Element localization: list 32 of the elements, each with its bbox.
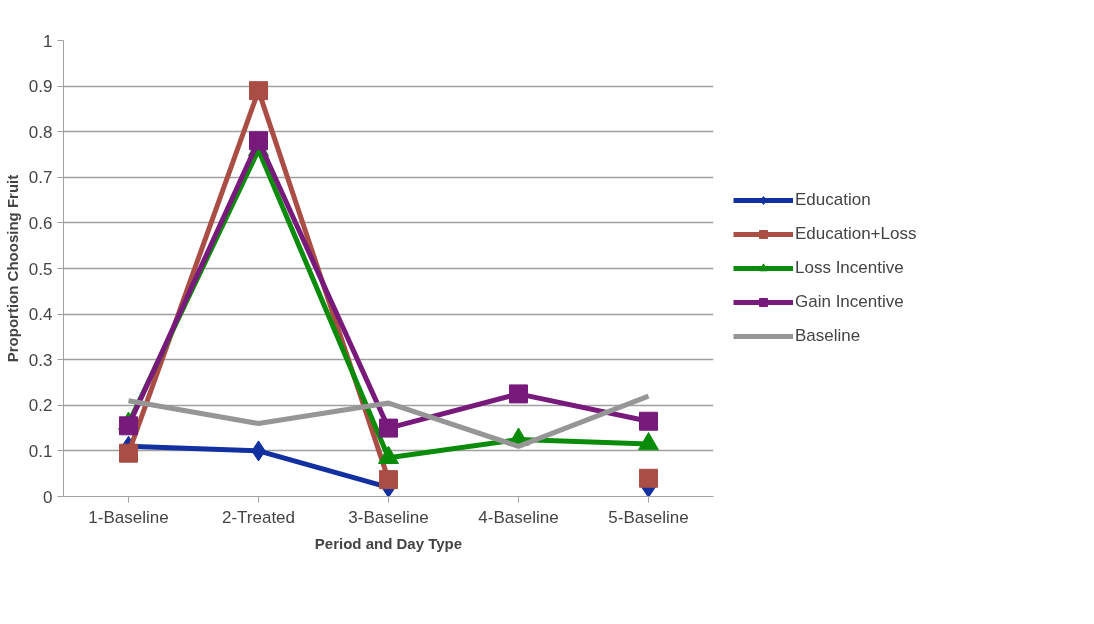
y-tick-label: 0.4 bbox=[28, 305, 53, 325]
point bbox=[249, 81, 268, 101]
x-tick-label: 5-Baseline bbox=[608, 507, 689, 527]
point bbox=[639, 411, 658, 431]
legend-label: Education+Loss bbox=[795, 224, 917, 244]
x-tick-label: 2-Treated bbox=[221, 507, 296, 527]
point bbox=[379, 418, 398, 438]
y-tick-label: 0.7 bbox=[28, 168, 53, 188]
point bbox=[639, 468, 658, 488]
x-tick-label: 4-Baseline bbox=[478, 507, 559, 527]
x-tick-label: 1-Baseline bbox=[88, 507, 169, 527]
point bbox=[379, 470, 398, 490]
legend-label: Loss Incentive bbox=[795, 258, 904, 278]
y-tick-label: 0.9 bbox=[28, 77, 53, 97]
y-tick-label: 0.5 bbox=[28, 259, 53, 279]
legend-label: Gain Incentive bbox=[795, 292, 904, 312]
point bbox=[119, 416, 138, 436]
x-tick-label: 3-Baseline bbox=[348, 507, 429, 527]
legend-label: Education bbox=[795, 190, 871, 210]
legend-label: Baseline bbox=[795, 326, 861, 346]
y-tick-label: 0.6 bbox=[28, 213, 53, 233]
point bbox=[509, 384, 528, 404]
y-tick-label: 0 bbox=[43, 487, 53, 507]
x-axis-title: Period and Day Type bbox=[314, 534, 463, 552]
y-tick-label: 0.3 bbox=[28, 350, 53, 370]
y-tick-label: 1 bbox=[43, 31, 53, 51]
y-tick-label: 0.2 bbox=[28, 396, 53, 416]
y-tick-label: 0.8 bbox=[28, 122, 53, 142]
y-axis-title: Proportion Choosing Fruit bbox=[3, 174, 21, 363]
point bbox=[119, 443, 138, 463]
y-tick-label: 0.1 bbox=[28, 441, 53, 461]
point bbox=[249, 131, 268, 151]
